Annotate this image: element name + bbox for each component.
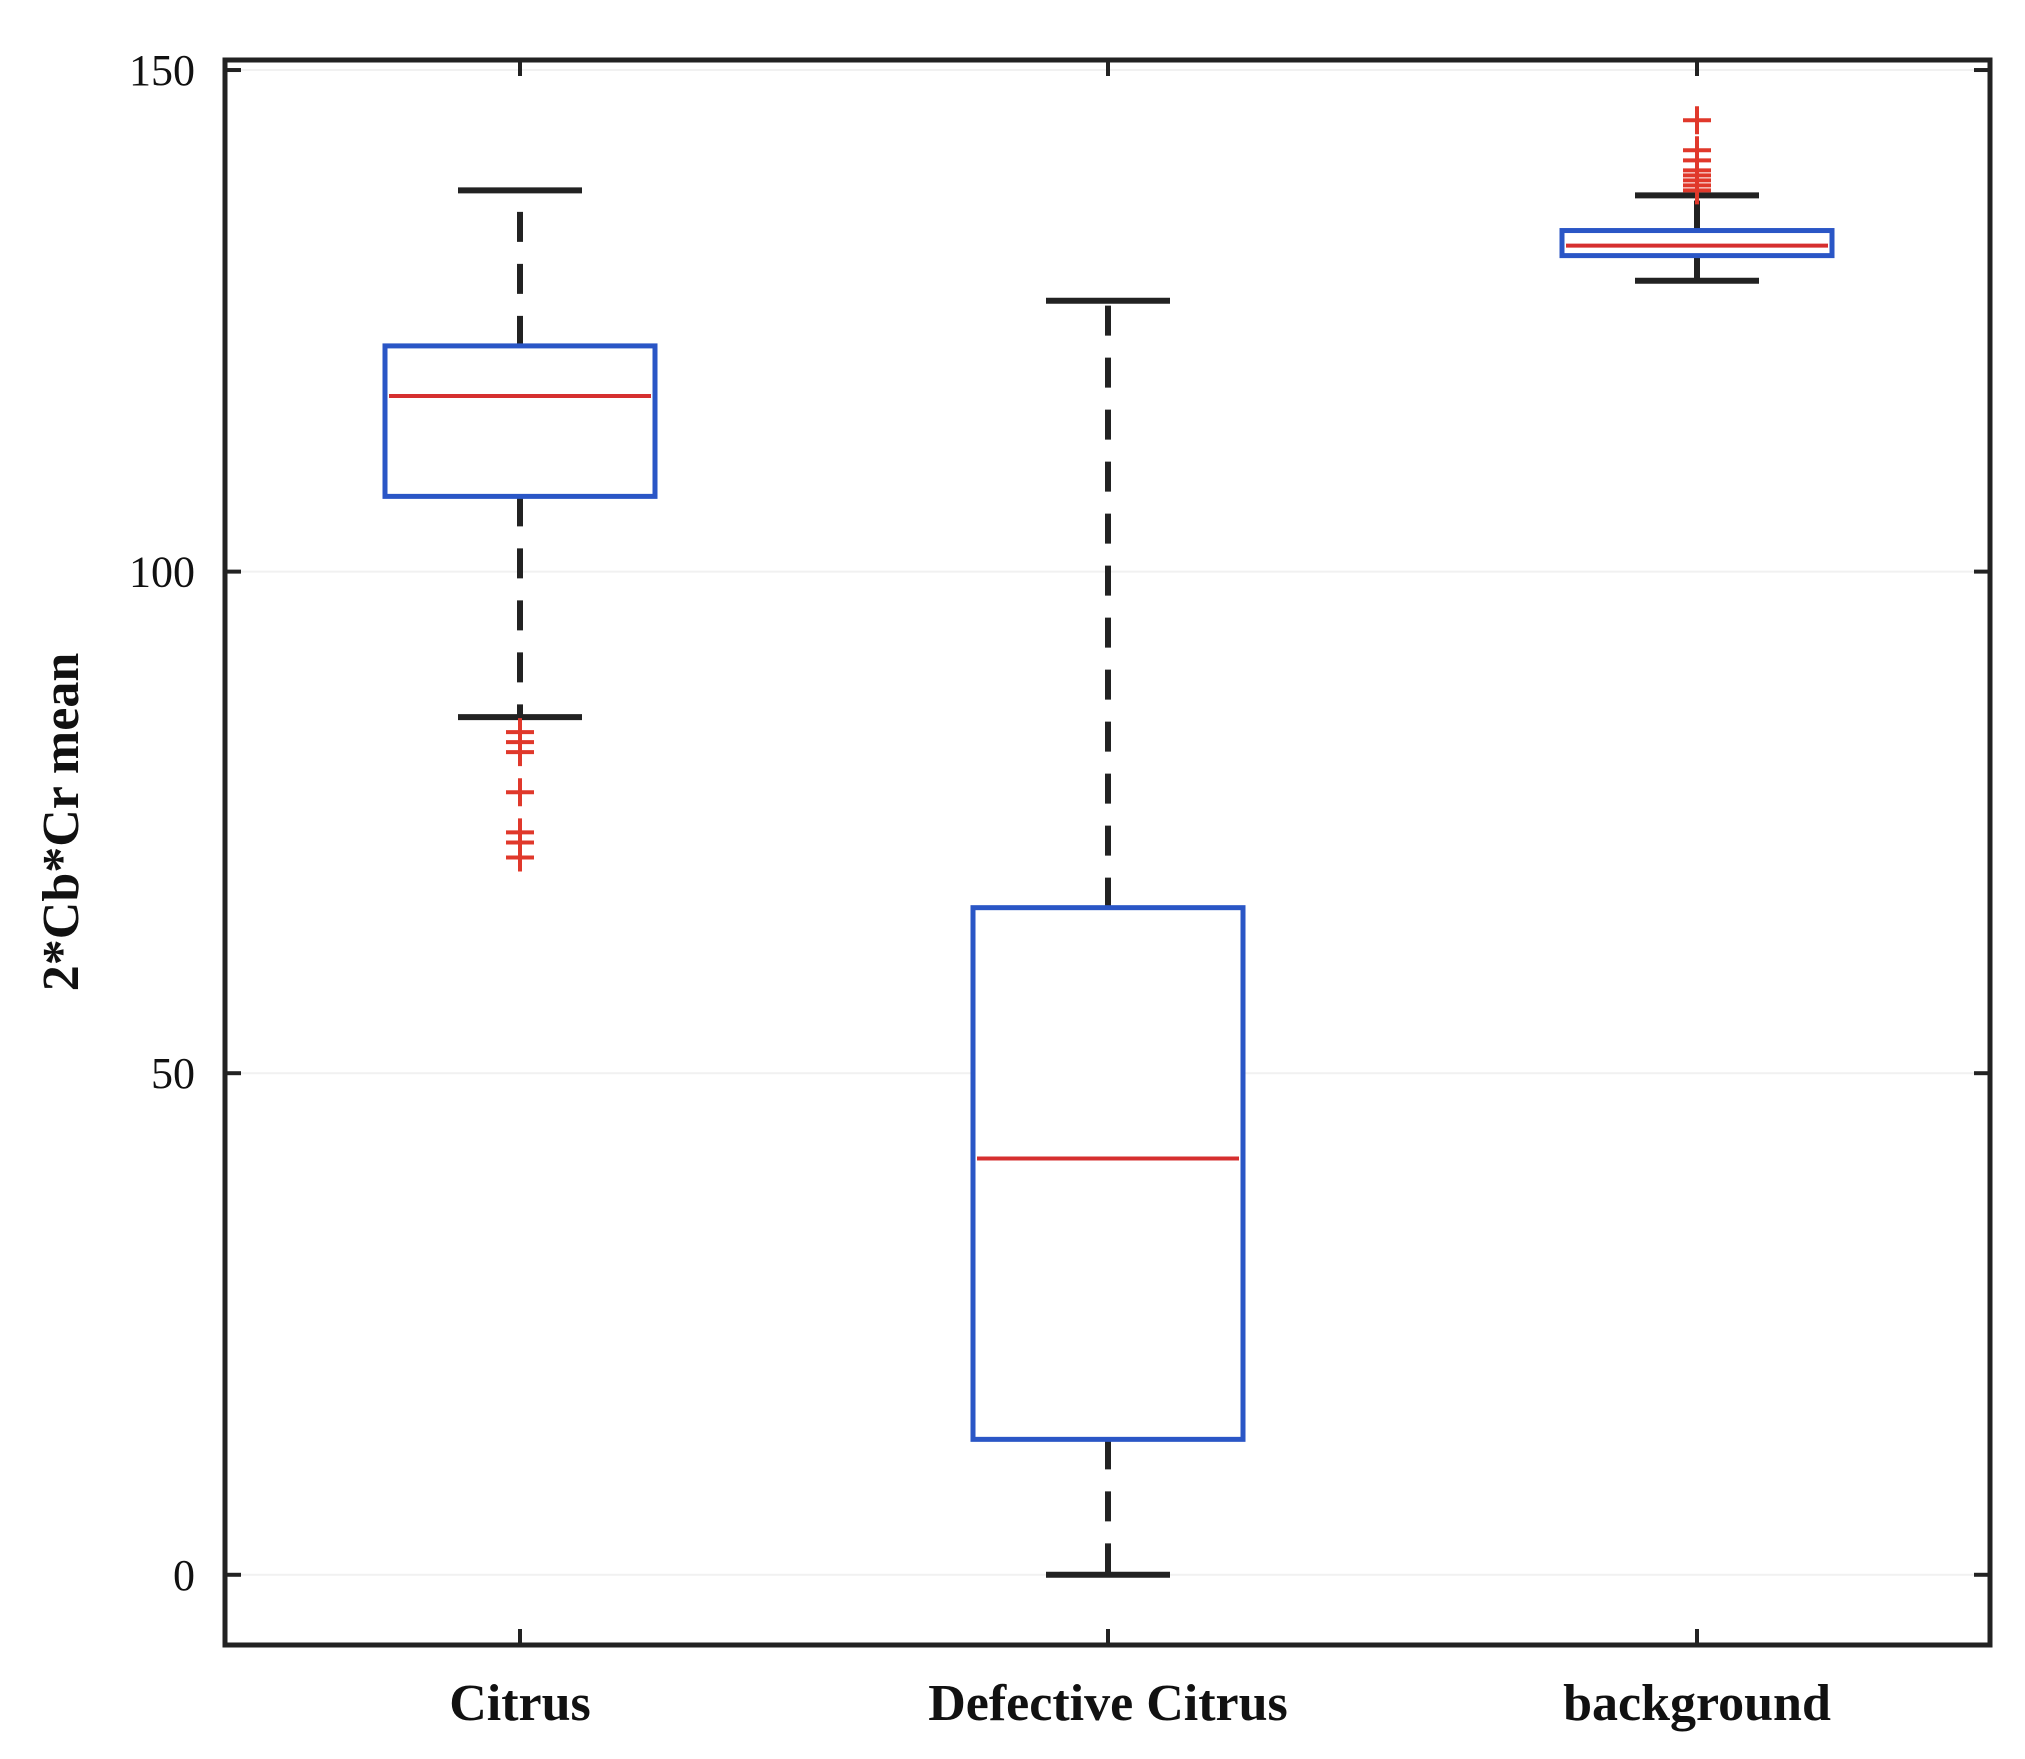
y-tick-label-150: 150 xyxy=(129,46,195,95)
outlier-2-7 xyxy=(1683,106,1711,135)
y-axis-label: 2*Cb*Cr mean xyxy=(33,653,90,992)
outlier-0-3 xyxy=(506,778,534,807)
box-group-1 xyxy=(970,297,1246,1578)
box-group-0 xyxy=(382,187,658,872)
y-axis-ticks: 0 50 100 150 xyxy=(129,46,1990,1600)
outlier-0-6 xyxy=(506,843,534,872)
x-tick-label-1: Defective Citrus xyxy=(928,1675,1288,1732)
box-group-2 xyxy=(1559,106,1835,284)
outlier-2-6 xyxy=(1683,136,1711,165)
x-tick-label-2: background xyxy=(1563,1675,1831,1732)
box-1 xyxy=(970,905,1246,1442)
y-tick-label-100: 100 xyxy=(129,548,195,597)
x-tick-label-0: Citrus xyxy=(449,1675,591,1732)
outlier-0-2 xyxy=(506,738,534,767)
box-series xyxy=(382,106,1835,1578)
y-tick-label-0: 0 xyxy=(173,1551,195,1600)
y-tick-label-50: 50 xyxy=(151,1049,195,1098)
box-0 xyxy=(382,343,658,499)
x-axis-ticks: Citrus Defective Citrus background xyxy=(449,60,1831,1732)
box-2 xyxy=(1559,228,1835,259)
